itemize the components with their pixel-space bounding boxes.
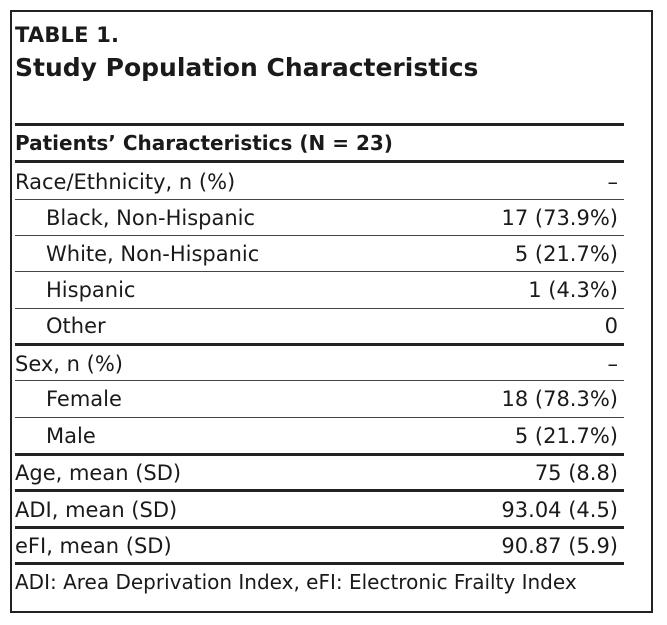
group-divider xyxy=(15,526,624,529)
table-row: ADI, mean (SD) 93.04 (4.5) xyxy=(15,493,624,526)
table-row: Hispanic 1 (4.3%) xyxy=(15,272,624,308)
table-title: Study Population Characteristics xyxy=(15,53,479,82)
row-label: Race/Ethnicity, n (%) xyxy=(15,170,236,194)
table-row: Sex, n (%) – xyxy=(15,347,624,380)
row-label: eFI, mean (SD) xyxy=(15,534,172,558)
table-header-label: Patients’ Characteristics (N = 23) xyxy=(15,131,393,155)
row-label: Male xyxy=(46,423,96,448)
table-row: White, Non-Hispanic 5 (21.7%) xyxy=(15,236,624,271)
table-row: Black, Non-Hispanic 17 (73.9%) xyxy=(15,200,624,235)
row-value: 5 (21.7%) xyxy=(514,423,618,448)
row-divider xyxy=(15,417,624,418)
table-row: Male 5 (21.7%) xyxy=(15,418,624,453)
row-divider xyxy=(15,380,624,381)
row-value: 93.04 (4.5) xyxy=(501,497,618,522)
row-label: ADI, mean (SD) xyxy=(15,497,178,522)
row-value: – xyxy=(607,170,619,194)
row-value: 75 (8.8) xyxy=(534,461,618,485)
table-row: Age, mean (SD) 75 (8.8) xyxy=(15,457,624,489)
row-value: 90.87 (5.9) xyxy=(501,534,618,558)
row-label: Black, Non-Hispanic xyxy=(46,205,256,230)
table-row: Female 18 (78.3%) xyxy=(15,381,624,417)
table-row: Race/Ethnicity, n (%) – xyxy=(15,165,624,199)
row-label: Other xyxy=(46,314,106,338)
table-header-row: Patients’ Characteristics (N = 23) xyxy=(15,128,624,158)
group-divider xyxy=(15,489,624,492)
row-label: Female xyxy=(46,387,122,411)
group-divider xyxy=(15,343,624,346)
table-footnote: ADI: Area Deprivation Index, eFI: Electr… xyxy=(15,570,577,594)
row-divider xyxy=(15,235,624,236)
row-value: 0 xyxy=(604,314,618,338)
row-value: 5 (21.7%) xyxy=(514,241,618,266)
row-value: – xyxy=(607,351,619,376)
row-divider xyxy=(15,271,624,272)
table-row: Other 0 xyxy=(15,309,624,343)
row-divider xyxy=(15,308,624,309)
row-label: Age, mean (SD) xyxy=(15,461,182,485)
row-label: Sex, n (%) xyxy=(15,351,123,376)
row-value: 17 (73.9%) xyxy=(501,205,619,230)
group-divider xyxy=(15,453,624,456)
header-top-rule xyxy=(15,123,624,126)
table-bottom-rule xyxy=(15,562,624,565)
table-row: eFI, mean (SD) 90.87 (5.9) xyxy=(15,530,624,562)
row-label: White, Non-Hispanic xyxy=(46,241,260,266)
table-number: TABLE 1. xyxy=(15,23,120,47)
row-value: 18 (78.3%) xyxy=(501,387,619,411)
table-frame xyxy=(10,10,653,613)
row-divider xyxy=(15,199,624,200)
row-label: Hispanic xyxy=(46,278,136,302)
header-bottom-rule xyxy=(15,160,624,163)
row-value: 1 (4.3%) xyxy=(528,278,618,302)
